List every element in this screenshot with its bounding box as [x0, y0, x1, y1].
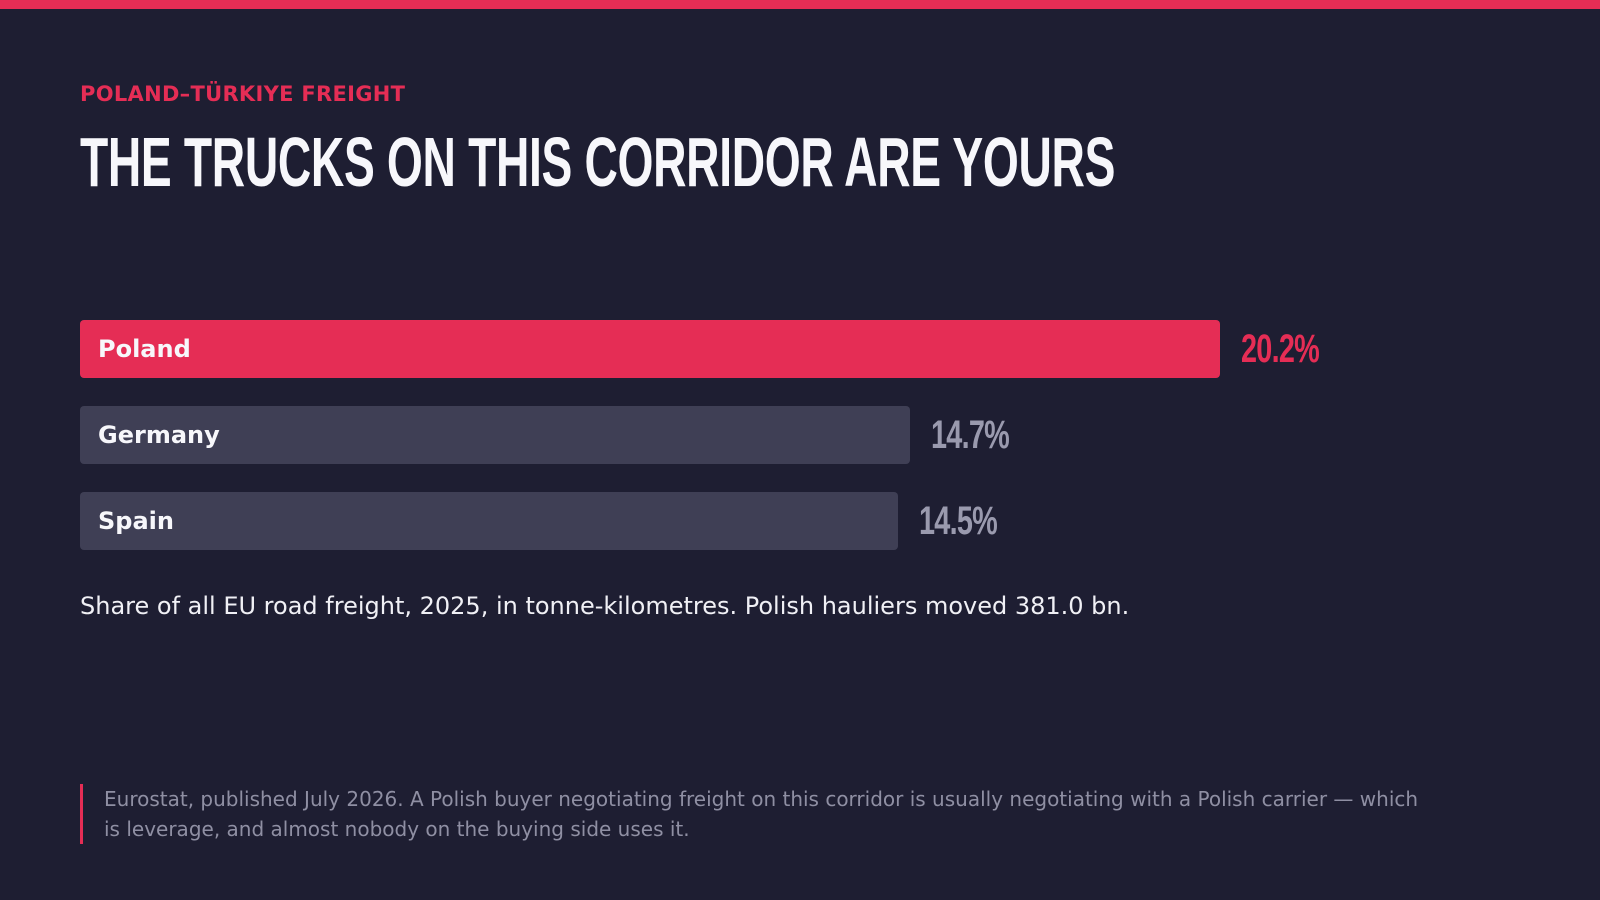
bar-chart: Poland 20.2% Germany 14.7% Spain 14.5% — [80, 320, 1580, 560]
category-label: Spain — [98, 507, 174, 535]
bar: Germany — [80, 406, 910, 464]
value-label: 20.2% — [1241, 327, 1320, 371]
top-accent — [0, 0, 1600, 9]
category-label: Poland — [98, 335, 191, 363]
footnote: Eurostat, published July 2026. A Polish … — [80, 784, 1424, 844]
eyebrow: POLAND–TÜRKIYE FREIGHT — [80, 82, 406, 106]
value-label: 14.7% — [930, 413, 1010, 457]
category-label: Germany — [98, 421, 220, 449]
chart-title: THE TRUCKS ON THIS CORRIDOR ARE YOURS — [80, 123, 1116, 201]
value-label: 14.5% — [919, 499, 998, 543]
bar: Spain — [80, 492, 899, 550]
caption: Share of all EU road freight, 2025, in t… — [80, 592, 1130, 620]
bar: Poland — [80, 320, 1220, 378]
